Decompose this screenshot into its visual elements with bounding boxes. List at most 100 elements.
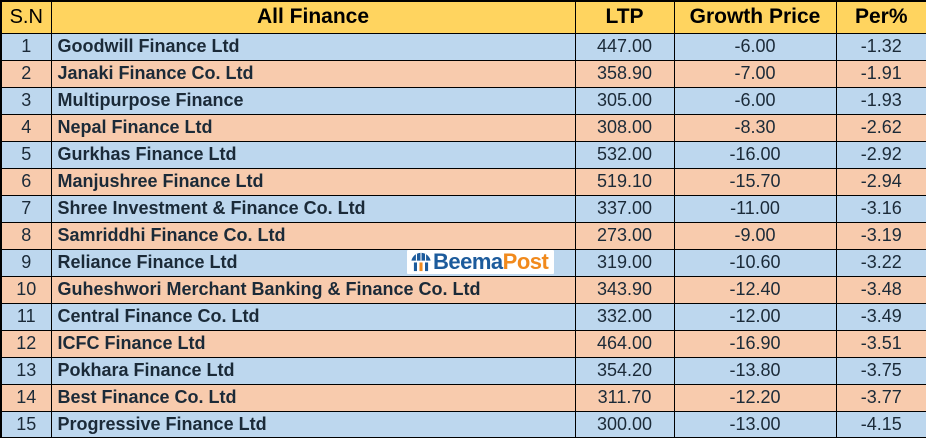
table-row: 6 Manjushree Finance Ltd 519.10 -15.70 -2.94 — [0, 167, 926, 196]
growth-price-value: -6.00 — [673, 86, 837, 115]
per-percent-value: -2.62 — [835, 113, 926, 142]
ltp-value: 305.00 — [574, 86, 675, 115]
growth-price-value: -6.00 — [673, 32, 837, 61]
ltp-value: 519.10 — [574, 167, 675, 196]
table-row: 14 Best Finance Co. Ltd 311.70 -12.20 -3.77 — [0, 383, 926, 412]
ltp-value: 343.90 — [574, 275, 675, 304]
beemapost-logo: Beema Post — [407, 249, 555, 274]
per-percent-value: -3.49 — [835, 302, 926, 331]
row-number: 4 — [0, 113, 52, 142]
company-name: Progressive Finance Ltd — [50, 410, 576, 438]
company-name: Shree Investment & Finance Co. Ltd — [50, 194, 576, 223]
company-name: Nepal Finance Ltd — [50, 113, 576, 142]
per-percent-value: -2.94 — [835, 167, 926, 196]
row-number: 9 — [0, 248, 52, 277]
company-name: Guheshwori Merchant Banking & Finance Co… — [50, 275, 576, 304]
growth-price-value: -16.00 — [673, 140, 837, 169]
ltp-value: 311.70 — [574, 383, 675, 412]
growth-price-value: -9.00 — [673, 221, 837, 250]
growth-price-value: -12.00 — [673, 302, 837, 331]
per-percent-value: -3.75 — [835, 356, 926, 385]
company-name: Best Finance Co. Ltd — [50, 383, 576, 412]
company-name: Samriddhi Finance Co. Ltd — [50, 221, 576, 250]
table-row: 1 Goodwill Finance Ltd 447.00 -6.00 -1.32 — [0, 32, 926, 61]
company-name: Manjushree Finance Ltd — [50, 167, 576, 196]
ltp-value: 308.00 — [574, 113, 675, 142]
per-percent-value: -3.51 — [835, 329, 926, 358]
per-percent-value: -4.15 — [835, 410, 926, 438]
company-name: Pokhara Finance Ltd — [50, 356, 576, 385]
logo-text-post: Post — [502, 249, 549, 274]
ltp-value: 447.00 — [574, 32, 675, 61]
ltp-value: 337.00 — [574, 194, 675, 223]
row-number: 3 — [0, 86, 52, 115]
row-number: 12 — [0, 329, 52, 358]
per-percent-value: -1.93 — [835, 86, 926, 115]
ltp-value: 354.20 — [574, 356, 675, 385]
per-percent-value: -3.77 — [835, 383, 926, 412]
growth-price-value: -13.00 — [673, 410, 837, 438]
table-row: 4 Nepal Finance Ltd 308.00 -8.30 -2.62 — [0, 113, 926, 142]
company-name: ICFC Finance Ltd — [50, 329, 576, 358]
per-percent-value: -1.32 — [835, 32, 926, 61]
row-number: 13 — [0, 356, 52, 385]
table-row: 2 Janaki Finance Co. Ltd 358.90 -7.00 -1.91 — [0, 59, 926, 88]
company-name: Central Finance Co. Ltd — [50, 302, 576, 331]
per-percent-value: -3.22 — [835, 248, 926, 277]
per-percent-value: -3.19 — [835, 221, 926, 250]
table-body: 1 Goodwill Finance Ltd 447.00 -6.00 -1.32 2 Ja… — [0, 32, 926, 438]
row-number: 6 — [0, 167, 52, 196]
growth-price-value: -8.30 — [673, 113, 837, 142]
header-sn: S.N — [0, 0, 52, 34]
logo-text-beema: Beema — [433, 249, 503, 274]
header-ltp: LTP — [574, 0, 675, 34]
header-per-percent: Per% — [835, 0, 926, 34]
company-name: Janaki Finance Co. Ltd — [50, 59, 576, 88]
growth-price-value: -10.60 — [673, 248, 837, 277]
header-growth-price: Growth Price — [673, 0, 837, 34]
table-row: 8 Samriddhi Finance Co. Ltd 273.00 -9.00 -3.… — [0, 221, 926, 250]
per-percent-value: -1.91 — [835, 59, 926, 88]
company-name: Multipurpose Finance — [50, 86, 576, 115]
company-name: Goodwill Finance Ltd — [50, 32, 576, 61]
ltp-value: 532.00 — [574, 140, 675, 169]
row-number: 15 — [0, 410, 52, 438]
table-row: 5 Gurkhas Finance Ltd 532.00 -16.00 -2.92 — [0, 140, 926, 169]
per-percent-value: -2.92 — [835, 140, 926, 169]
table-row: 15 Progressive Finance Ltd 300.00 -13.00 -4.… — [0, 410, 926, 438]
row-number: 2 — [0, 59, 52, 88]
table-row: 13 Pokhara Finance Ltd 354.20 -13.80 -3.75 — [0, 356, 926, 385]
row-number: 10 — [0, 275, 52, 304]
per-percent-value: -3.48 — [835, 275, 926, 304]
table-row: 10 Guheshwori Merchant Banking & Finance … — [0, 275, 926, 304]
table-row: 12 ICFC Finance Ltd 464.00 -16.90 -3.51 — [0, 329, 926, 358]
umbrella-icon — [411, 252, 431, 272]
ltp-value: 319.00 — [574, 248, 675, 277]
row-number: 7 — [0, 194, 52, 223]
ltp-value: 332.00 — [574, 302, 675, 331]
row-number: 11 — [0, 302, 52, 331]
growth-price-value: -16.90 — [673, 329, 837, 358]
company-name: Gurkhas Finance Ltd — [50, 140, 576, 169]
row-number: 8 — [0, 221, 52, 250]
table-row: 3 Multipurpose Finance 305.00 -6.00 -1.93 — [0, 86, 926, 115]
growth-price-value: -13.80 — [673, 356, 837, 385]
ltp-value: 300.00 — [574, 410, 675, 438]
table-row: 11 Central Finance Co. Ltd 332.00 -12.00 -3.… — [0, 302, 926, 331]
header-row: S.N All Finance LTP Growth Price Per% — [0, 0, 926, 34]
row-number: 14 — [0, 383, 52, 412]
growth-price-value: -7.00 — [673, 59, 837, 88]
header-all-finance: All Finance — [50, 0, 576, 34]
growth-price-value: -15.70 — [673, 167, 837, 196]
ltp-value: 358.90 — [574, 59, 675, 88]
row-number: 1 — [0, 32, 52, 61]
per-percent-value: -3.16 — [835, 194, 926, 223]
growth-price-value: -11.00 — [673, 194, 837, 223]
ltp-value: 464.00 — [574, 329, 675, 358]
growth-price-value: -12.20 — [673, 383, 837, 412]
table-row: 7 Shree Investment & Finance Co. Ltd 337.0… — [0, 194, 926, 223]
ltp-value: 273.00 — [574, 221, 675, 250]
row-number: 5 — [0, 140, 52, 169]
